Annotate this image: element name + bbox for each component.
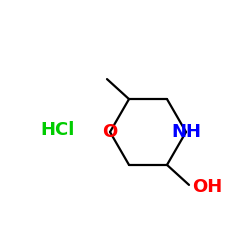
- Text: OH: OH: [192, 178, 222, 196]
- Text: O: O: [102, 123, 118, 141]
- Text: HCl: HCl: [41, 121, 75, 139]
- Text: NH: NH: [171, 123, 201, 141]
